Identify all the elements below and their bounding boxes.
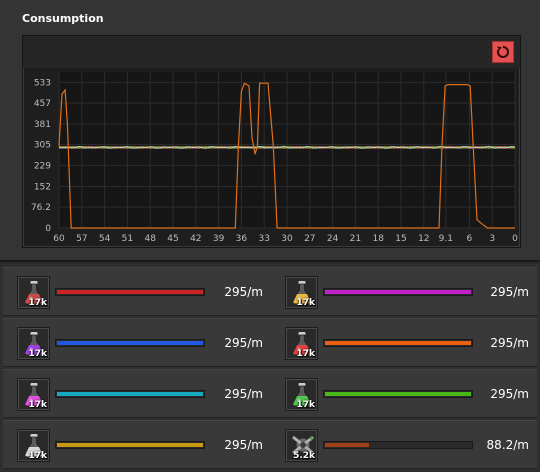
x-tick-label: 3 <box>489 234 495 244</box>
item-rate: 295/m <box>224 285 263 299</box>
item-count: 17k <box>28 349 47 359</box>
item-rate: 295/m <box>224 336 263 350</box>
y-tick-label: 305 <box>34 141 51 151</box>
x-tick-label: 39 <box>213 234 225 244</box>
item-row-space-science-pack[interactable]: 17k 295/m <box>3 369 271 418</box>
x-tick-label: 15 <box>395 234 406 244</box>
item-count: 17k <box>296 400 315 410</box>
reset-icon <box>497 46 509 58</box>
item-count: 5.2k <box>293 451 315 461</box>
x-tick-label: 27 <box>304 234 315 244</box>
chart-toolbar <box>23 36 520 68</box>
y-tick-label: 381 <box>34 120 51 130</box>
x-tick-label: 45 <box>167 234 178 244</box>
item-icon-button[interactable]: 17k <box>17 327 50 360</box>
rate-bar-fill <box>325 392 471 396</box>
item-row-automation-science-pack[interactable]: 17k 295/m <box>3 267 271 316</box>
y-tick-label: 229 <box>34 161 51 171</box>
chart-frame: 60 57 54 51 48 45 42 39 36 33 30 27 24 21 18 15 12 9.1 6 3 0… <box>22 35 521 248</box>
x-tick-label: 9.1 <box>439 234 453 244</box>
x-tick-label: 57 <box>76 234 87 244</box>
rate-bar <box>55 441 205 449</box>
item-icon-button[interactable]: 17k <box>17 378 50 411</box>
rate-bar <box>323 441 473 449</box>
x-tick-label: 51 <box>122 234 133 244</box>
y-tick-label: 457 <box>34 99 51 109</box>
rate-bar-fill <box>57 392 203 396</box>
series-line <box>58 82 515 229</box>
reset-button[interactable] <box>492 41 514 63</box>
item-count: 17k <box>28 400 47 410</box>
item-count: 17k <box>296 298 315 308</box>
x-tick-label: 60 <box>53 234 65 244</box>
x-tick-label: 12 <box>418 234 429 244</box>
item-icon-button[interactable]: 5.2k <box>285 429 318 462</box>
rate-bar <box>323 288 473 296</box>
rate-bar-fill <box>325 443 369 447</box>
item-row-military-science-pack[interactable]: 17k 295/m <box>3 420 271 469</box>
flask-icon <box>24 434 44 458</box>
flask-icon <box>292 281 312 305</box>
x-tick-label: 21 <box>350 234 361 244</box>
rate-bar-fill <box>325 341 471 345</box>
x-tick-label: 6 <box>467 234 473 244</box>
item-rate: 295/m <box>490 336 529 350</box>
item-icon-button[interactable]: 17k <box>17 276 50 309</box>
x-tick-label: 48 <box>144 234 156 244</box>
rocket-part-icon <box>292 435 314 455</box>
item-rate: 295/m <box>490 387 529 401</box>
y-tick-label: 76.2 <box>31 203 51 213</box>
item-row-production-science-pack[interactable]: 17k 295/m <box>271 318 537 367</box>
rate-bar-fill <box>57 290 203 294</box>
item-rate: 295/m <box>224 438 263 452</box>
item-rate: 295/m <box>490 285 529 299</box>
item-row-rocket-part[interactable]: 5.2k 88.2/m <box>271 420 537 469</box>
flask-icon <box>292 332 312 356</box>
flat-series-line <box>58 145 516 150</box>
x-tick-label: 54 <box>99 234 111 244</box>
item-count: 17k <box>296 349 315 359</box>
x-tick-label: 33 <box>258 234 269 244</box>
item-count: 17k <box>28 451 47 461</box>
item-icon-button[interactable]: 17k <box>285 327 318 360</box>
rate-bar <box>323 339 473 347</box>
consumption-chart: 60 57 54 51 48 45 42 39 36 33 30 27 24 21 18 15 12 9.1 6 3 0… <box>31 72 518 244</box>
rate-bar-fill <box>57 443 203 447</box>
panel-title: Consumption <box>22 12 104 25</box>
rate-bar <box>55 339 205 347</box>
y-tick-label: 0 <box>45 224 51 234</box>
item-count: 17k <box>28 298 47 308</box>
rate-bar-fill <box>325 290 471 294</box>
x-tick-label: 36 <box>236 234 248 244</box>
x-tick-label: 18 <box>372 234 384 244</box>
rate-bar <box>55 390 205 398</box>
item-list: 17k 295/m 17k 295/m 17k 295/m 17k 295/m 17k 295/m… <box>0 264 540 472</box>
x-tick-label: 30 <box>281 234 293 244</box>
rate-bar <box>323 390 473 398</box>
x-tick-label: 0 <box>512 234 518 244</box>
item-row-chemical-science-pack[interactable]: 17k 295/m <box>271 369 537 418</box>
rate-bar <box>55 288 205 296</box>
item-row-logistic-science-pack[interactable]: 17k 295/m <box>3 318 271 367</box>
y-tick-label: 152 <box>34 182 51 192</box>
item-icon-button[interactable]: 17k <box>17 429 50 462</box>
flask-icon <box>292 383 312 407</box>
flask-icon <box>24 332 44 356</box>
item-icon-button[interactable]: 17k <box>285 276 318 309</box>
item-row-utility-science-pack[interactable]: 17k 295/m <box>271 267 537 316</box>
item-rate: 88.2/m <box>486 438 529 452</box>
item-rate: 295/m <box>224 387 263 401</box>
flat-series-line <box>58 145 516 150</box>
flask-icon <box>24 383 44 407</box>
consumption-panel: Consumption 60 57 54 51 48 45 42 39 36 33 30 27 24 21… <box>0 12 540 262</box>
x-tick-label: 24 <box>327 234 339 244</box>
rate-bar-fill <box>57 341 203 345</box>
y-tick-label: 533 <box>34 78 51 88</box>
flask-icon <box>24 281 44 305</box>
flat-series-line <box>58 145 516 150</box>
x-tick-label: 42 <box>190 234 201 244</box>
item-icon-button[interactable]: 17k <box>285 378 318 411</box>
